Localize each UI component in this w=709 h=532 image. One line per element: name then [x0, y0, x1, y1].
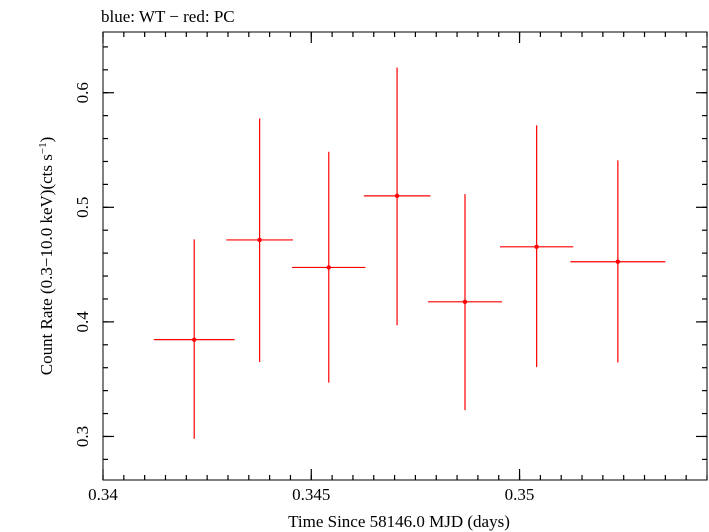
y-tick-label: 0.4: [73, 311, 92, 333]
data-point: [427, 194, 503, 411]
y-tick-label: 0.5: [73, 197, 92, 218]
data-marker: [257, 237, 262, 243]
y-axis-label-close: ): [37, 137, 56, 143]
data-point: [499, 125, 574, 368]
y-tick-label: 0.6: [73, 82, 92, 103]
data-point: [363, 67, 431, 326]
chart-title: blue: WT − red: PC: [101, 7, 235, 26]
data-marker: [192, 337, 197, 342]
x-axis-label: Time Since 58146.0 MJD (days): [288, 512, 510, 531]
data-point: [570, 160, 666, 363]
y-axis-label: Count Rate (0.3−10.0 keV)(cts s−1): [37, 137, 56, 376]
series-pc: [153, 67, 666, 439]
data-marker: [462, 299, 468, 305]
data-marker: [615, 259, 621, 264]
data-marker: [394, 193, 400, 199]
x-tick-label: 0.34: [88, 485, 118, 504]
data-marker: [534, 244, 539, 250]
data-point: [226, 118, 293, 362]
y-tick-label: 0.3: [73, 426, 92, 447]
data-marker: [326, 265, 331, 270]
y-axis-label-exponent: −1: [37, 142, 49, 154]
plot-frame: [102, 31, 708, 481]
x-tick-label: 0.345: [292, 485, 330, 504]
data-point: [153, 239, 235, 439]
y-axis-label-main: Count Rate (0.3−10.0 keV)(cts s: [37, 154, 56, 375]
minor-ticks: [102, 32, 708, 480]
major-ticks: [102, 32, 707, 480]
x-tick-label: 0.35: [505, 485, 535, 504]
data-point: [292, 151, 366, 383]
